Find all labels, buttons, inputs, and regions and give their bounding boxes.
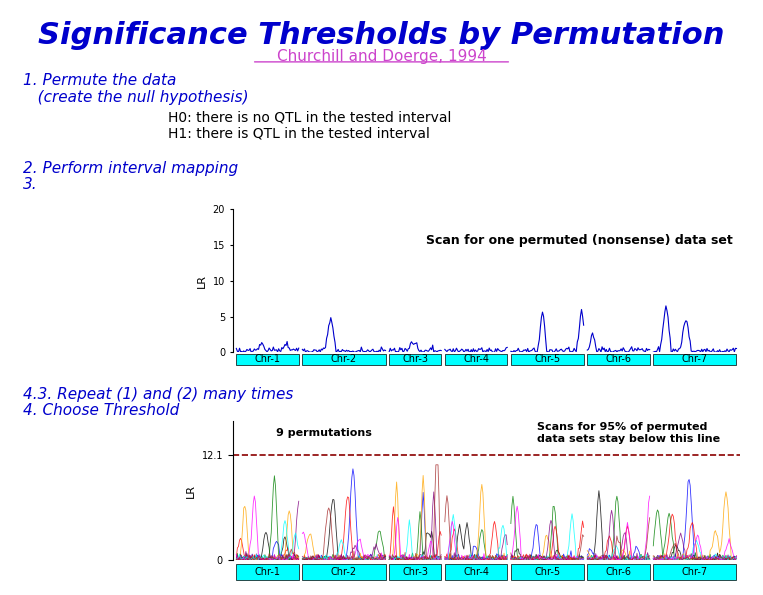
Text: Chr-1: Chr-1 [255,355,281,364]
Text: Chr-7: Chr-7 [682,355,708,364]
Bar [653,353,736,365]
Bar [511,564,584,580]
Bar [588,564,649,580]
Text: Chr-4: Chr-4 [463,567,489,577]
Bar [511,353,584,365]
Text: Chr-4: Chr-4 [463,355,489,364]
Text: H1: there is QTL in the tested interval: H1: there is QTL in the tested interval [168,127,430,141]
Bar [389,564,441,580]
Bar [302,353,385,365]
Bar [302,564,385,580]
Text: Chr-2: Chr-2 [331,355,357,364]
Bar [653,564,736,580]
Bar [588,353,649,365]
Text: Chr-6: Chr-6 [606,567,632,577]
Bar [389,353,441,365]
Text: Significance Thresholds by Permutation: Significance Thresholds by Permutation [38,21,725,50]
Text: (create the null hypothesis): (create the null hypothesis) [23,90,249,105]
Text: Chr-3: Chr-3 [402,567,428,577]
Text: 9 permutations: 9 permutations [276,428,372,438]
Text: Churchill and Doerge, 1994: Churchill and Doerge, 1994 [277,49,486,64]
Text: Scans for 95% of permuted
data sets stay below this line: Scans for 95% of permuted data sets stay… [537,422,720,444]
Text: Chr-6: Chr-6 [606,355,632,364]
Text: 1. Permute the data: 1. Permute the data [23,73,176,87]
Bar [237,353,299,365]
Bar [445,353,507,365]
Text: Chr-1: Chr-1 [255,567,281,577]
Text: 3.: 3. [23,177,37,192]
Text: H0: there is no QTL in the tested interval: H0: there is no QTL in the tested interv… [168,110,451,124]
Text: Chr-2: Chr-2 [331,567,357,577]
Text: 4. Choose Threshold: 4. Choose Threshold [23,403,179,418]
Text: Chr-7: Chr-7 [682,567,708,577]
Text: Chr-5: Chr-5 [534,567,560,577]
Bar [445,564,507,580]
Text: Chr-3: Chr-3 [402,355,428,364]
Text: Scan for one permuted (nonsense) data set: Scan for one permuted (nonsense) data se… [426,234,732,248]
Y-axis label: LR: LR [186,484,196,497]
Text: 2. Perform interval mapping: 2. Perform interval mapping [23,161,238,176]
Bar [237,564,299,580]
Y-axis label: LR: LR [197,274,207,288]
Text: 4.3. Repeat (1) and (2) many times: 4.3. Repeat (1) and (2) many times [23,387,293,402]
Text: Chr-5: Chr-5 [534,355,560,364]
